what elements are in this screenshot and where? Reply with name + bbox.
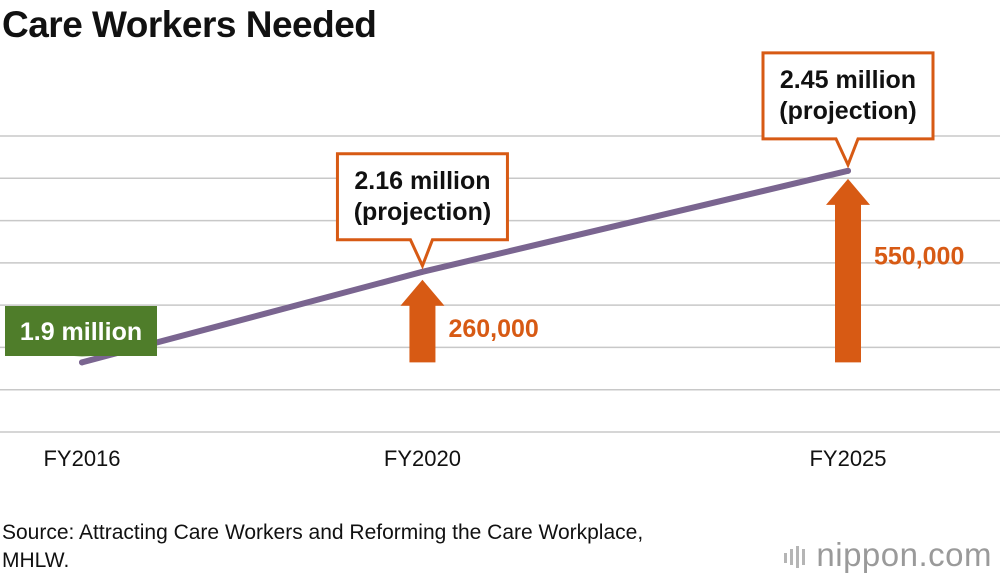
increase-arrows: 260,000 550,000	[400, 178, 964, 363]
x-tick-label: FY2025	[809, 446, 886, 471]
series-lines	[79, 167, 851, 366]
brand-bars-icon	[784, 538, 810, 576]
callout-label: 1.9 million	[20, 318, 142, 346]
brand-logo: nippon.com	[784, 536, 992, 576]
callout-box	[761, 51, 935, 169]
callout-box	[335, 152, 509, 270]
x-tick-label: FY2016	[43, 446, 120, 471]
brand-text: nippon.com	[816, 536, 992, 573]
data-point	[419, 268, 426, 275]
data-point	[845, 167, 851, 174]
increase-arrow	[826, 178, 870, 363]
callout-box	[5, 306, 157, 357]
increase-label: 550,000	[874, 243, 964, 271]
callout-sublabel: (projection)	[779, 97, 917, 125]
chart-title: Care Workers Needed	[2, 4, 377, 45]
increase-arrow	[400, 279, 445, 363]
x-tick-label: FY2020	[384, 446, 461, 471]
callout-label: 2.16 million	[354, 167, 490, 195]
callout-sublabel: (projection)	[354, 198, 492, 226]
source-note: Source: Attracting Care Workers and Refo…	[2, 521, 644, 572]
increase-label: 260,000	[448, 315, 538, 343]
x-axis-ticks: FY2016 FY2020 FY2025	[43, 446, 886, 471]
line-chart: 260,000 550,000 1.9 million 2.16 million (p…	[0, 51, 1000, 471]
callout-label: 2.45 million	[780, 66, 916, 94]
value-callouts: 1.9 million 2.16 million (projection) 2.45 …	[5, 51, 935, 357]
data-point	[79, 359, 85, 366]
